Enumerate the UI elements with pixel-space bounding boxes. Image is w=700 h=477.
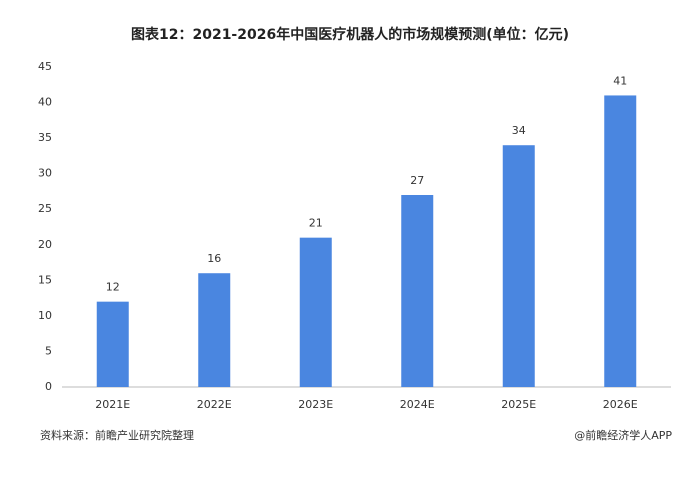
x-tick-label: 2025E bbox=[501, 398, 536, 411]
bar bbox=[96, 301, 129, 387]
bar bbox=[198, 273, 231, 387]
bar bbox=[299, 237, 332, 387]
value-label: 16 bbox=[207, 252, 221, 265]
value-label: 21 bbox=[309, 217, 323, 230]
y-tick-label: 30 bbox=[38, 167, 52, 180]
y-tick-label: 40 bbox=[38, 96, 52, 109]
value-label: 12 bbox=[106, 281, 120, 294]
x-tick-label: 2026E bbox=[603, 398, 638, 411]
y-tick-label: 25 bbox=[38, 202, 52, 215]
bar bbox=[401, 195, 434, 387]
value-label: 27 bbox=[410, 174, 424, 187]
value-label: 41 bbox=[613, 74, 627, 87]
x-tick-label: 2024E bbox=[400, 398, 435, 411]
y-tick-label: 35 bbox=[38, 131, 52, 144]
y-tick-label: 20 bbox=[38, 238, 52, 251]
credit: @前瞻经济学人APP bbox=[574, 428, 672, 442]
y-tick-label: 0 bbox=[45, 380, 52, 393]
x-tick-label: 2021E bbox=[95, 398, 130, 411]
y-tick-label: 10 bbox=[38, 309, 52, 322]
bar bbox=[604, 95, 637, 387]
value-label: 34 bbox=[512, 124, 526, 137]
source: 资料来源：前瞻产业研究院整理 bbox=[40, 428, 194, 442]
x-tick-label: 2022E bbox=[197, 398, 232, 411]
x-tick-label: 2023E bbox=[298, 398, 333, 411]
bar bbox=[502, 145, 535, 387]
y-tick-label: 5 bbox=[45, 344, 52, 357]
chart-title: 图表12：2021-2026年中国医疗机器人的市场规模预测(单位：亿元) bbox=[131, 26, 569, 43]
y-tick-label: 45 bbox=[38, 60, 52, 73]
y-tick-label: 15 bbox=[38, 273, 52, 286]
